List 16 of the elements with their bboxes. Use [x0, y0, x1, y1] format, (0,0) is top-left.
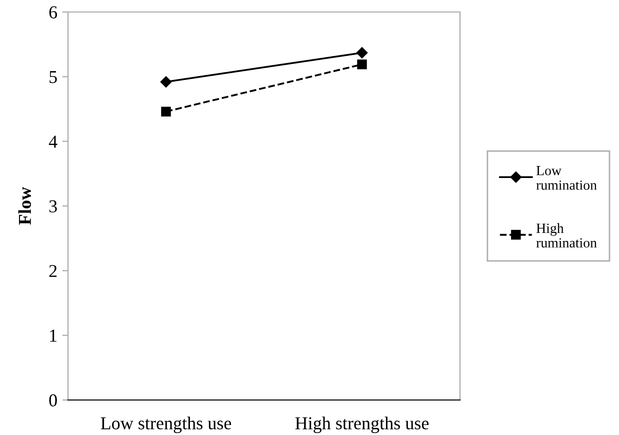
legend-label: High rumination: [536, 223, 597, 248]
point: [356, 47, 368, 58]
y-tick-label: 0: [49, 394, 57, 406]
y-axis-title: Flow: [18, 187, 31, 225]
y-tick-label: 4: [48, 136, 58, 148]
x-tick-label: Low strengths use: [100, 416, 232, 434]
x-tick-label: High strengths use: [295, 416, 429, 434]
point: [161, 106, 171, 116]
y-tick-label: 2: [49, 264, 57, 277]
y-tick-label: 1: [50, 330, 56, 342]
y-tick-label: 6: [49, 6, 58, 18]
y-tick-label: 5: [50, 71, 57, 84]
point: [160, 76, 172, 88]
y-tick-label: 3: [49, 200, 57, 212]
legend-label: Low rumination: [536, 166, 597, 190]
point: [357, 60, 367, 70]
